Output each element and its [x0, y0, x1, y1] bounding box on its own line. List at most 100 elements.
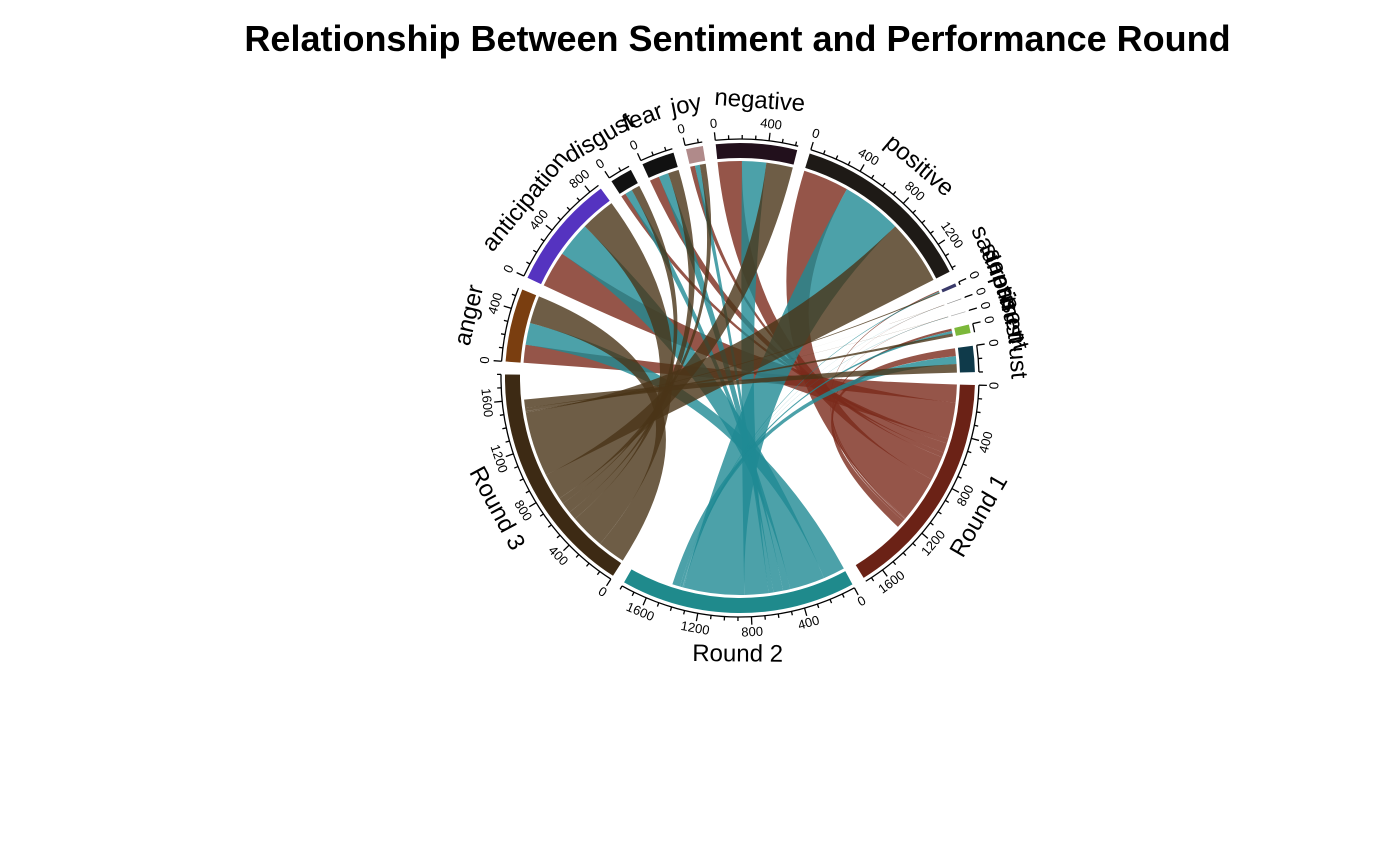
tick-round-2 — [853, 587, 859, 596]
tick-fear — [664, 146, 667, 151]
tick-label-trust: 0 — [981, 315, 997, 325]
sector-round-1 — [855, 384, 975, 578]
tick-round-1 — [967, 450, 972, 454]
tick-positive — [847, 161, 851, 166]
link-positive-round-2 — [683, 189, 896, 595]
sector-anticipation — [527, 188, 610, 285]
tick-anticipation — [566, 206, 571, 211]
tick-round-3 — [528, 502, 537, 508]
tick-anticipation — [526, 261, 531, 265]
axis-anticipation — [523, 184, 599, 277]
tick-round-2 — [631, 591, 635, 597]
sector-label-trust: trust — [1002, 331, 1033, 380]
sector-label-fear: fear — [619, 98, 667, 138]
tick-label-round-1: 400 — [976, 430, 996, 455]
tick-label-round-1: 0 — [986, 382, 1001, 390]
link-anger-round-2 — [525, 323, 844, 579]
tick-round-3 — [505, 453, 514, 458]
sector-trust — [957, 345, 975, 373]
tick-label-round-2: 1200 — [680, 618, 711, 638]
tick-positive — [912, 209, 917, 214]
link-negative-round-3 — [545, 162, 793, 499]
tick-round-2 — [656, 602, 660, 607]
tick-label-round-2: 0 — [855, 593, 869, 610]
link-positive-round-3 — [525, 226, 934, 476]
link-trust-round-3 — [524, 364, 957, 409]
axis-negative — [715, 138, 799, 147]
tick-round-1 — [912, 542, 917, 547]
tick-round-3 — [525, 490, 530, 494]
tick-anger — [503, 305, 512, 309]
tick-round-1 — [962, 463, 967, 467]
tick-round-3 — [586, 562, 590, 567]
tick-anticipation — [540, 238, 545, 242]
tick-positive — [822, 150, 826, 155]
tick-round-3 — [596, 571, 601, 576]
tick-label-anticipation: 800 — [566, 166, 592, 191]
link-fear-round-3 — [562, 169, 695, 513]
tick-round-1 — [881, 569, 888, 577]
tick-round-3 — [494, 400, 503, 403]
axis-round-3 — [500, 374, 612, 580]
tick-positive — [902, 197, 910, 204]
tick-round-1 — [929, 522, 934, 526]
sector-joy — [685, 145, 706, 164]
tick-round-1 — [892, 561, 897, 566]
sector-sadness — [941, 283, 957, 293]
tick-round-2 — [803, 607, 808, 616]
tick-anticipation — [576, 197, 581, 202]
tick-round-1 — [971, 437, 980, 442]
tick-label-fear: 0 — [627, 137, 640, 154]
tick-label-round-2: 400 — [796, 612, 821, 632]
tick-negative — [794, 141, 798, 146]
link-trust-round-2 — [672, 356, 957, 587]
tick-round-2 — [619, 585, 623, 590]
axis-round-2 — [621, 585, 855, 618]
tick-positive — [892, 191, 897, 195]
tick-surprise — [964, 293, 973, 298]
tick-anger — [493, 360, 502, 362]
tick-label-round-3: 1600 — [478, 388, 496, 418]
tick-round-1 — [937, 511, 942, 515]
tick-round-3 — [499, 414, 504, 416]
tick-label-joy: 0 — [676, 121, 686, 137]
tick-round-2 — [695, 613, 699, 622]
sector-sentiment — [950, 311, 966, 317]
tick-positive — [937, 239, 946, 245]
link-fear-round-2 — [658, 173, 784, 593]
sector-round-2 — [624, 569, 853, 613]
tick-negative — [768, 132, 771, 141]
sector-anger — [505, 289, 537, 363]
tick-round-2 — [683, 610, 686, 615]
tick-round-2 — [777, 613, 780, 618]
tick-negative — [713, 132, 716, 141]
tick-round-1 — [902, 552, 907, 557]
tick-round-3 — [505, 440, 510, 443]
tick-round-2 — [642, 597, 647, 606]
tick-round-2 — [790, 611, 793, 616]
tick-round-3 — [514, 465, 519, 469]
axis-sadness — [958, 281, 961, 286]
tick-label-positive: 400 — [856, 145, 882, 169]
link-anticipation-round-3 — [574, 203, 674, 544]
tick-label-positive: 0 — [810, 125, 821, 141]
axis-round-1 — [865, 385, 980, 582]
links-layer — [523, 161, 957, 595]
tick-positive — [859, 164, 865, 172]
tick-round-2 — [841, 593, 845, 598]
tick-label-negative: 0 — [709, 115, 718, 131]
sector-fear — [642, 152, 678, 178]
tick-positive — [871, 174, 875, 179]
link-anticipation-round-1 — [543, 253, 956, 439]
sector-trust — [954, 324, 971, 336]
tick-label-anticipation: 0 — [500, 262, 517, 275]
tick-disgust — [618, 167, 622, 172]
sector-label-joy: joy — [667, 89, 703, 122]
tick-anger — [500, 333, 506, 336]
link-anger-round-3 — [530, 296, 666, 561]
tick-joy — [696, 138, 699, 143]
link-positive-round-1 — [786, 170, 932, 518]
tick-positive — [945, 253, 950, 257]
tick-joy — [682, 137, 686, 146]
